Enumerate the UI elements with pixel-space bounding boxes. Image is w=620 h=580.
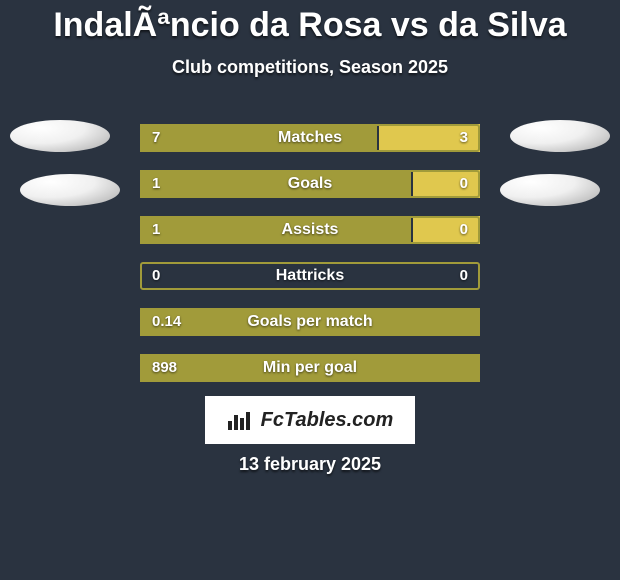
stats-block: 73Matches 10Goals 10Assists 00Hattricks 0.14… [140, 124, 480, 400]
stat-row: 10Goals [140, 170, 480, 198]
subtitle: Club competitions, Season 2025 [0, 57, 620, 78]
stat-row: 10Assists [140, 216, 480, 244]
stat-label: Min per goal [140, 354, 480, 382]
stat-row: 0.14Goals per match [140, 308, 480, 336]
player-photo-placeholder [500, 174, 600, 206]
comparison-card: IndalÃªncio da Rosa vs da Silva Club com… [0, 0, 620, 580]
logo-text: FcTables.com [261, 409, 394, 432]
stat-label: Goals per match [140, 308, 480, 336]
stat-label: Hattricks [140, 262, 480, 290]
stat-row: 73Matches [140, 124, 480, 152]
match-title: IndalÃªncio da Rosa vs da Silva [0, 0, 620, 45]
player-photo-placeholder [510, 120, 610, 152]
player-photo-placeholder [10, 120, 110, 152]
fctables-logo: FcTables.com [205, 396, 415, 444]
stat-label: Assists [140, 216, 480, 244]
stat-row: 898Min per goal [140, 354, 480, 382]
stat-label: Goals [140, 170, 480, 198]
stat-row: 00Hattricks [140, 262, 480, 290]
bars-icon [227, 409, 255, 431]
date: 13 february 2025 [0, 454, 620, 475]
player-photo-placeholder [20, 174, 120, 206]
stat-label: Matches [140, 124, 480, 152]
